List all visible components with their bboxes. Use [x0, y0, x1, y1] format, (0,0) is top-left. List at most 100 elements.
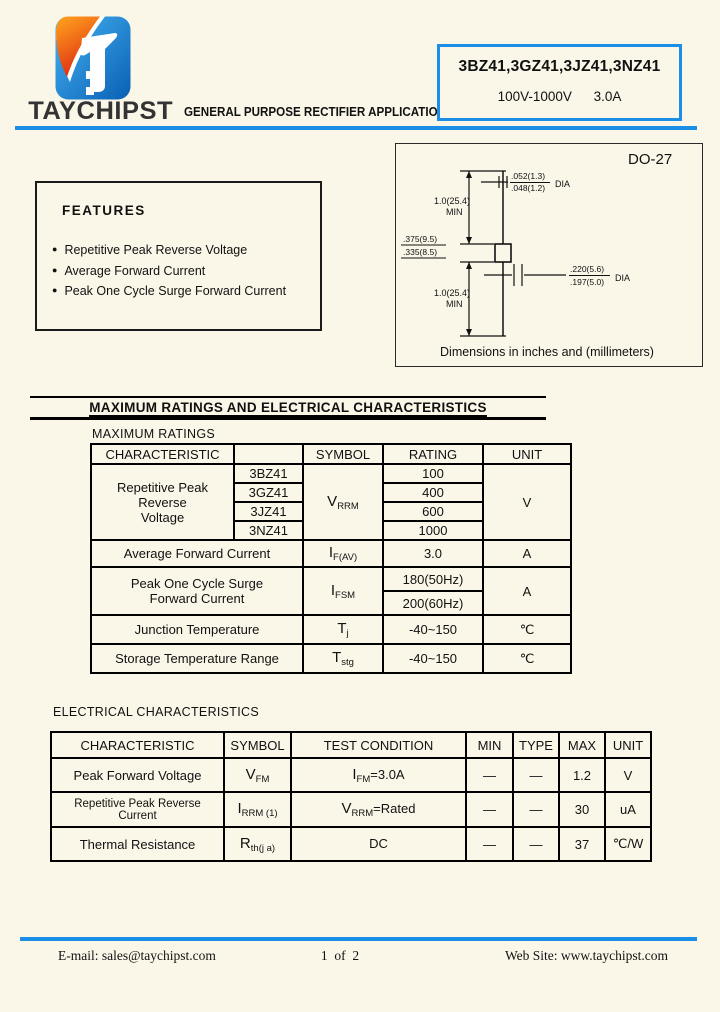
lead-dia-min: .048(1.2)	[511, 183, 545, 193]
characteristic-cell: Storage Temperature Range	[90, 643, 304, 674]
diode-body	[494, 243, 512, 263]
feature-item: ● Peak One Cycle Surge Forward Current	[52, 284, 287, 298]
top-lead-min: MIN	[446, 207, 463, 217]
part-cell: 3GZ41	[233, 482, 304, 503]
min-cell: —	[465, 791, 514, 828]
symbol-cell: IFSM	[302, 566, 384, 616]
symbol-cell: Tj	[302, 614, 384, 645]
unit-cell: ℃	[482, 614, 572, 645]
table-row: Thermal Resistance Rth(j a) DC — — 37 ℃/…	[50, 826, 652, 862]
col-part	[233, 443, 304, 465]
table-row: 3GZ41 400	[91, 482, 571, 503]
type-cell: —	[512, 791, 560, 828]
condition-cell: DC	[290, 826, 467, 862]
type-cell: —	[512, 757, 560, 793]
characteristic-cell: Peak Forward Voltage	[50, 757, 225, 793]
table-row: Peak One Cycle Surge Forward Current IFS…	[90, 566, 572, 616]
electrical-table: CHARACTERISTIC SYMBOL TEST CONDITION MIN…	[50, 731, 652, 862]
taychipst-logo-icon	[55, 16, 131, 105]
table-row: 3NZ41 1000	[91, 520, 571, 541]
rating-cell: 600	[382, 501, 484, 522]
characteristic-cell: Peak One Cycle Surge Forward Current	[90, 566, 304, 616]
bottom-lead-min: MIN	[446, 299, 463, 309]
current-rating: 3.0A	[593, 89, 622, 104]
part-number-box: 3BZ41,3GZ41,3JZ41,3NZ41 100V-1000V 3.0A	[437, 44, 682, 121]
rating-cell: 1000	[382, 520, 484, 541]
table-header-row: CHARACTERISTIC SYMBOL TEST CONDITION MIN…	[50, 731, 652, 759]
dimensions-caption: Dimensions in inches and (millimeters)	[440, 345, 654, 359]
unit-cell: A	[482, 539, 572, 568]
unit-cell: V	[482, 463, 572, 541]
col-characteristic: CHARACTERISTIC	[50, 731, 225, 759]
col-max: MAX	[558, 731, 606, 759]
body-dia-unit: DIA	[615, 273, 630, 283]
max-ratings-table: CHARACTERISTIC SYMBOL RATING UNIT Repeti…	[90, 443, 572, 674]
rating-cell: 200(60Hz)	[382, 590, 484, 616]
bullet-icon: ●	[52, 285, 58, 295]
rating-cell: -40~150	[382, 643, 484, 674]
bullet-icon: ●	[52, 264, 58, 275]
bullet-icon: ●	[52, 244, 58, 254]
package-name: DO-27	[628, 151, 672, 168]
min-cell: —	[465, 826, 514, 862]
bottom-lead-length: 1.0(25.4)	[434, 288, 470, 298]
symbol-cell: Tstg	[302, 643, 384, 674]
part-cell: 3JZ41	[233, 501, 304, 522]
col-symbol: SYMBOL	[223, 731, 292, 759]
rating-cell: -40~150	[382, 614, 484, 645]
table-header-row: CHARACTERISTIC SYMBOL RATING UNIT	[90, 443, 572, 465]
features-box: FEATURES ● Repetitive Peak Reverse Voltag…	[35, 181, 322, 331]
type-cell: —	[512, 826, 560, 862]
table-row: Repetitive Peak Reverse Voltage 3BZ41 VR…	[90, 463, 572, 541]
body-dia-min: .197(5.0)	[570, 277, 604, 287]
symbol-cell: Rth(j a)	[223, 826, 292, 862]
part-cell: 3NZ41	[233, 520, 304, 541]
banner-bottom-rule	[30, 417, 546, 420]
characteristic-cell: Junction Temperature	[90, 614, 304, 645]
max-cell: 37	[558, 826, 606, 862]
characteristic-cell: Repetitive Peak Reverse Voltage	[90, 463, 235, 541]
part-numbers: 3BZ41,3GZ41,3JZ41,3NZ41	[458, 58, 661, 75]
rating-cell: 3.0	[382, 539, 484, 568]
unit-cell: A	[482, 566, 572, 616]
min-cell: —	[465, 757, 514, 793]
top-lead-length: 1.0(25.4)	[434, 196, 470, 206]
package-drawing-box: DO-27 .052(1.3) .048(1.2) DIA 1	[395, 143, 703, 367]
condition-cell: VRRM=Rated	[290, 791, 467, 828]
unit-cell: V	[604, 757, 652, 793]
symbol-cell: IF(AV)	[302, 539, 384, 568]
header-divider	[15, 126, 697, 130]
table-row: 200(60Hz)	[91, 590, 571, 616]
table-row: Average Forward Current IF(AV) 3.0 A	[90, 539, 572, 568]
characteristic-cell: Average Forward Current	[90, 539, 304, 568]
condition-cell: IFM=3.0A	[290, 757, 467, 793]
features-title: FEATURES	[62, 203, 146, 218]
features-list: ● Repetitive Peak Reverse Voltage ● Averag…	[52, 240, 320, 302]
col-rating: RATING	[382, 443, 484, 465]
rating-cell: 100	[382, 463, 484, 484]
electrical-title: ELECTRICAL CHARACTERISTICS	[53, 705, 259, 719]
page-subtitle: GENERAL PURPOSE RECTIFIER APPLICATION	[184, 105, 447, 119]
characteristic-cell: Repetitive Peak Reverse Current	[50, 791, 225, 828]
col-min: MIN	[465, 731, 514, 759]
footer-email: E-mail: sales@taychipst.com	[58, 948, 216, 963]
symbol-cell: VFM	[223, 757, 292, 793]
ratings-summary: 100V-1000V 3.0A	[440, 89, 679, 104]
body-length-max: .375(9.5)	[403, 234, 437, 244]
brand-name: TAYCHIPST	[28, 97, 174, 125]
col-unit: UNIT	[482, 443, 572, 465]
max-ratings-title: MAXIMUM RATINGS	[92, 427, 216, 441]
max-cell: 30	[558, 791, 606, 828]
characteristic-cell: Thermal Resistance	[50, 826, 225, 862]
feature-item: ● Average Forward Current	[52, 263, 206, 278]
voltage-range: 100V-1000V	[497, 89, 572, 104]
feature-item: ● Repetitive Peak Reverse Voltage	[52, 243, 248, 257]
col-test-condition: TEST CONDITION	[290, 731, 467, 759]
footer-divider	[20, 937, 697, 941]
lead-dia-max: .052(1.3)	[511, 171, 545, 181]
rating-cell: 180(50Hz)	[382, 566, 484, 592]
rating-cell: 400	[382, 482, 484, 503]
body-length-min: .335(8.5)	[403, 247, 437, 257]
package-drawing: DO-27 .052(1.3) .048(1.2) DIA 1	[401, 151, 672, 359]
